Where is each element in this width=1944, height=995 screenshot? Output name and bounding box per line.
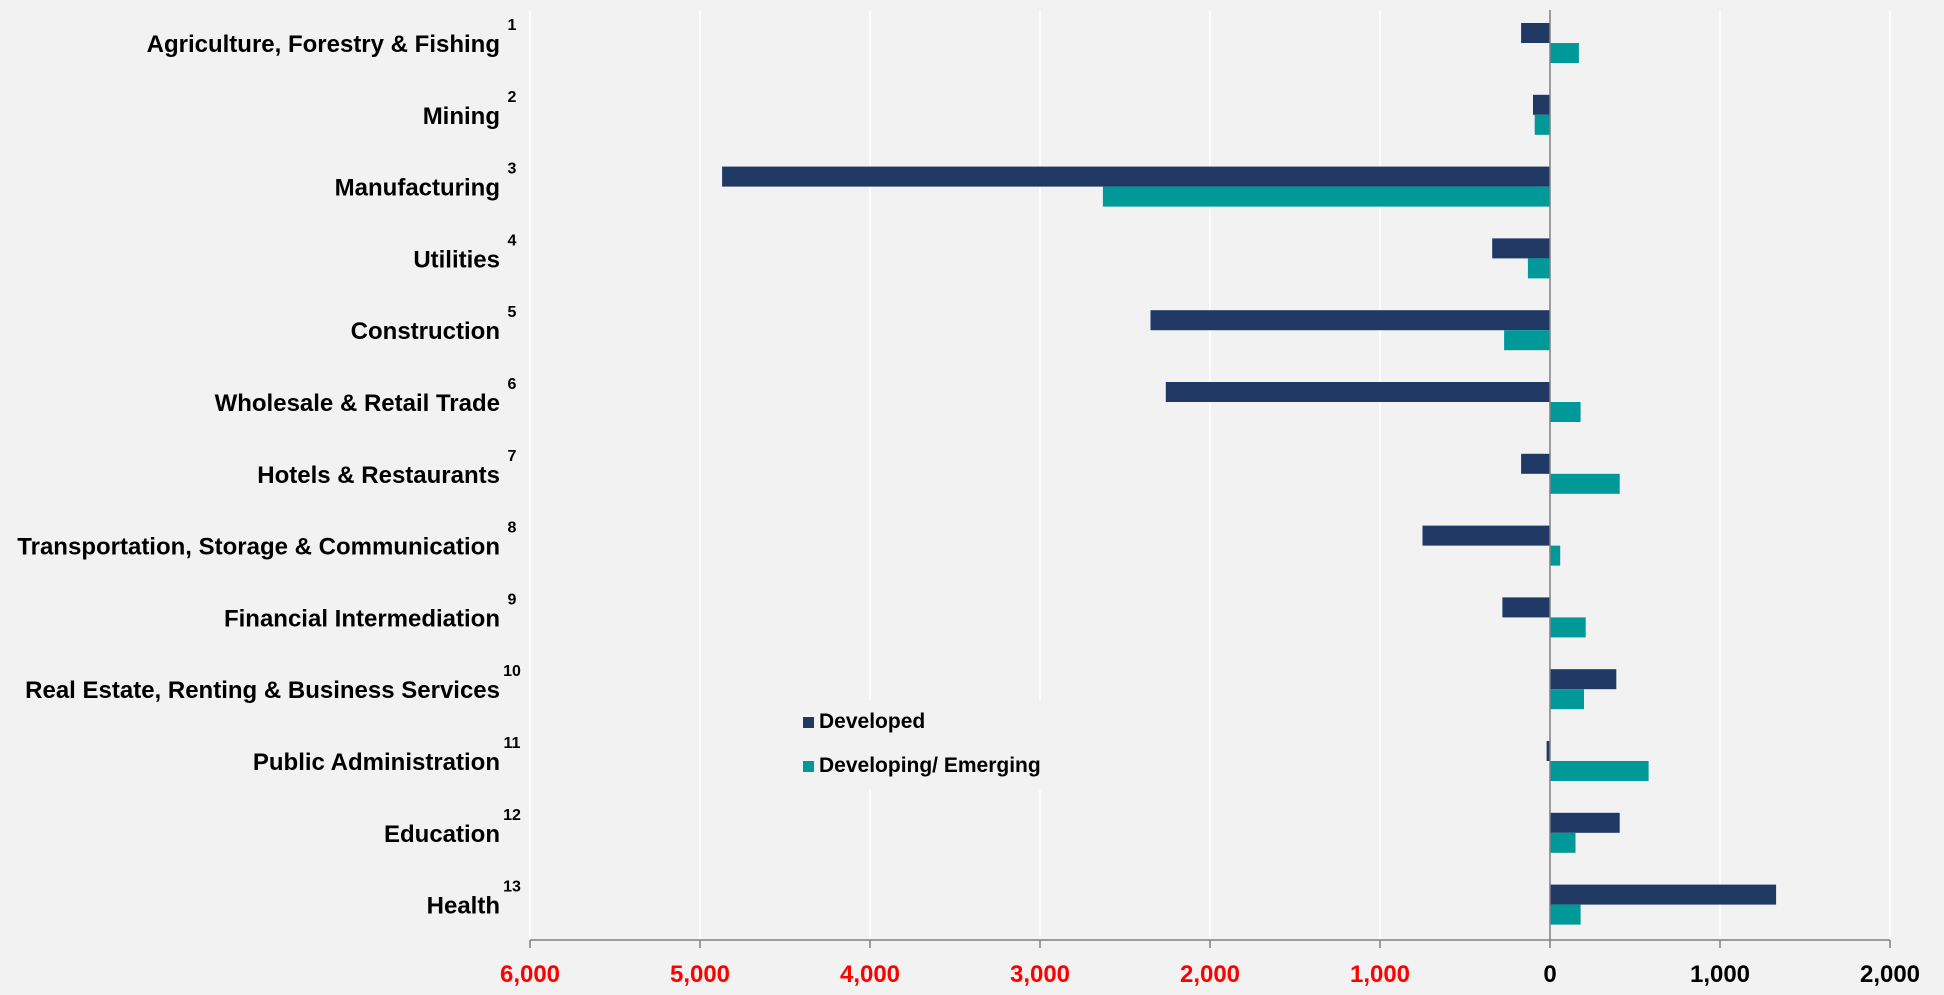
gridlines [529, 10, 1891, 940]
bar-developing-emerging [1550, 402, 1581, 422]
bar-developing-emerging [1550, 473, 1620, 494]
category-number: 5 [508, 304, 517, 321]
x-tick-label: 3,000 [1010, 961, 1070, 988]
bar-developing-emerging [1550, 545, 1561, 566]
bar-developing-emerging [1550, 832, 1576, 853]
bar-developed [1521, 23, 1550, 43]
x-tick-label: 2,000 [1180, 961, 1240, 988]
category-label: Real Estate, Renting & Business Services [25, 677, 500, 704]
category-number: 12 [503, 807, 521, 824]
x-tick-label: 4,000 [840, 961, 900, 988]
bar-developing-emerging [1504, 330, 1550, 351]
x-tick-label: 2,000 [1860, 961, 1920, 988]
bar-developing-emerging [1550, 761, 1649, 781]
bar-developing-emerging [1550, 689, 1584, 710]
category-label: Manufacturing [335, 175, 500, 202]
legend-swatch [803, 761, 814, 772]
bar-developed [1546, 741, 1550, 761]
bar-developed [1521, 453, 1550, 474]
category-number: 10 [503, 663, 521, 680]
category-label: Financial Intermediation [224, 605, 500, 632]
bar-developed [1492, 238, 1550, 259]
bar-developing-emerging [1550, 904, 1581, 925]
bar-developed [1165, 382, 1550, 402]
legend-background [790, 700, 1070, 790]
bar-developed [1422, 525, 1550, 546]
category-number: 9 [508, 591, 517, 608]
category-number: 8 [508, 520, 517, 537]
bar-developed [1550, 812, 1620, 833]
bar-developing-emerging [1550, 617, 1586, 638]
category-label: Hotels & Restaurants [257, 462, 500, 489]
category-number: 4 [508, 232, 517, 249]
category-label: Transportation, Storage & Communication [17, 534, 500, 561]
category-label: Agriculture, Forestry & Fishing [147, 31, 500, 58]
x-tick-label: 5,000 [670, 961, 730, 988]
bar-developed [1550, 884, 1777, 905]
category-number: 11 [504, 735, 521, 752]
category-label: Education [384, 821, 500, 848]
x-tick-label: 6,000 [500, 961, 560, 988]
bars [722, 23, 1777, 925]
category-number: 13 [503, 879, 521, 896]
category-label: Utilities [413, 246, 500, 273]
legend-swatch [803, 717, 814, 728]
category-number: 3 [508, 161, 517, 178]
category-number: 1 [508, 17, 517, 34]
category-number: 2 [508, 89, 517, 106]
legend: Developed Developing/ Emerging [790, 700, 1070, 790]
bar-developing-emerging [1550, 43, 1579, 63]
bar-developed [1533, 94, 1550, 115]
x-tick-label: 1,000 [1690, 961, 1750, 988]
legend-label: Developing/ Emerging [819, 754, 1041, 777]
x-tick-label: 0 [1543, 961, 1556, 988]
bar-developed [1150, 310, 1550, 331]
category-label: Public Administration [253, 749, 500, 776]
bar-developed [1550, 669, 1617, 690]
x-axis-tick-labels: 6,000 5,000 4,000 3,000 2,000 1,000 0 1,000 2,00… [500, 940, 1920, 988]
category-label: Wholesale & Retail Trade [215, 390, 500, 417]
category-number: 6 [508, 376, 517, 393]
category-label: Mining [423, 103, 500, 130]
bar-developing-emerging [1527, 258, 1550, 279]
category-label: Construction [351, 318, 500, 345]
category-number: 7 [508, 448, 517, 465]
bar-developing-emerging [1102, 186, 1550, 207]
category-labels: Agriculture, Forestry & Fishing 1 Mining 2 M… [17, 17, 521, 920]
category-label: Health [427, 893, 500, 920]
bar-developed [722, 166, 1550, 187]
x-tick-label: 1,000 [1350, 961, 1410, 988]
bar-developing-emerging [1534, 114, 1550, 135]
bar-developed [1502, 597, 1550, 618]
legend-label: Developed [819, 710, 925, 733]
